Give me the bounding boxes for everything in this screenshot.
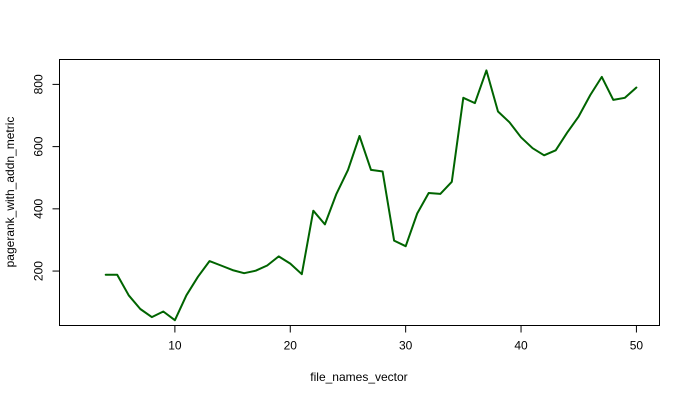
x-tick-label: 30 [399,339,413,353]
x-tick-label: 10 [168,339,182,353]
y-tick-label: 200 [32,261,46,281]
y-axis-label: pagerank_with_addn_metric [3,117,17,268]
x-axis-label: file_names_vector [310,370,407,384]
x-axis: 10 20 30 40 50 [168,325,644,353]
x-tick-label: 20 [284,339,298,353]
x-tick-label: 40 [514,339,528,353]
series-line [104,69,638,322]
x-tick-label: 50 [630,339,644,353]
plot-frame [59,59,660,326]
y-tick-label: 400 [32,199,46,219]
y-tick-label: 800 [32,74,46,94]
y-axis: 200 400 600 800 [32,74,60,281]
y-tick-label: 600 [32,136,46,156]
